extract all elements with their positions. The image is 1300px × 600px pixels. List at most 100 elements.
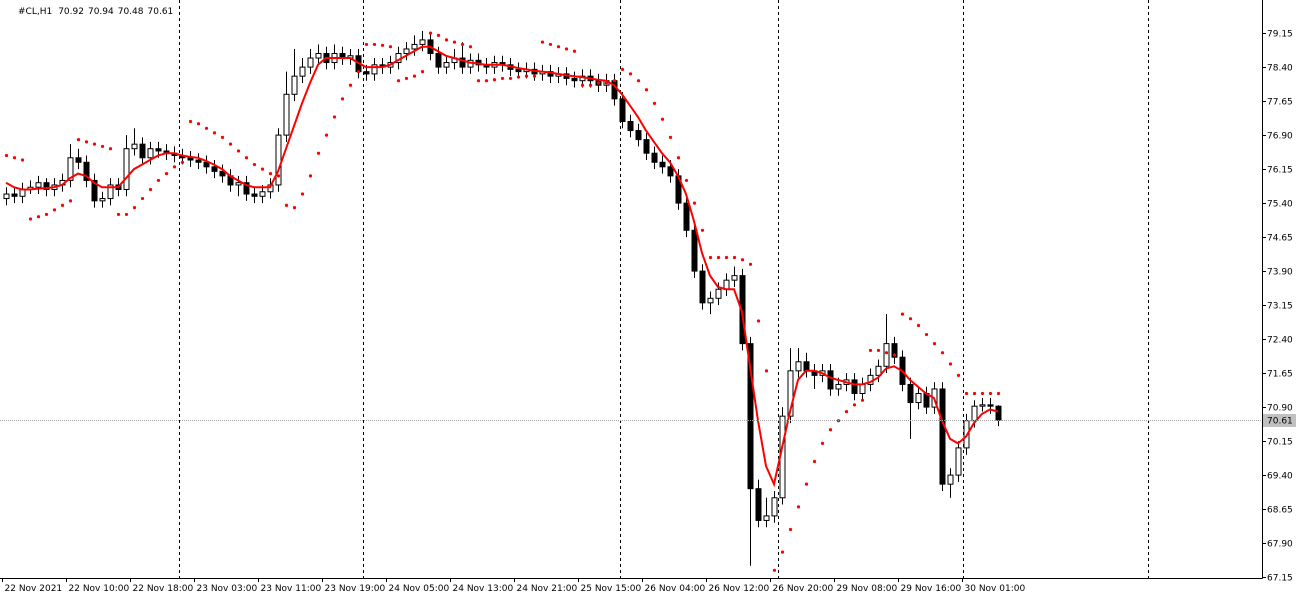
sar-dot xyxy=(124,212,129,217)
sar-dot xyxy=(980,391,985,396)
candle-body xyxy=(107,184,114,200)
candle-body xyxy=(803,361,810,372)
candles xyxy=(3,30,1002,566)
x-tick-label: 23 Nov 19:00 xyxy=(325,584,386,594)
sar-dot xyxy=(316,151,321,155)
sar-dot xyxy=(28,217,33,221)
candle-body xyxy=(435,52,442,68)
sar-dot xyxy=(996,391,1001,396)
y-tick-label: 70.15 xyxy=(1267,438,1293,448)
sar-dot xyxy=(292,206,297,210)
parabolic-sar xyxy=(4,31,1001,572)
sar-dot xyxy=(844,410,849,414)
candle-body xyxy=(715,288,722,299)
sar-dot xyxy=(244,156,249,160)
candle-body xyxy=(459,57,466,68)
sar-dot xyxy=(140,196,145,201)
candle-body xyxy=(699,270,706,304)
sar-dot xyxy=(780,550,785,554)
sar-dot xyxy=(268,172,273,176)
sar-dot xyxy=(4,153,9,158)
price-label: 70.61 xyxy=(1267,417,1293,427)
sar-dot xyxy=(620,67,625,71)
sar-dot xyxy=(44,212,49,217)
sar-dot xyxy=(324,133,329,137)
sar-dot xyxy=(988,391,993,396)
sar-dot xyxy=(564,47,569,51)
candle-body xyxy=(67,157,74,181)
y-tick-label: 77.65 xyxy=(1267,98,1293,108)
sar-dot xyxy=(236,149,241,153)
x-tick-label: 24 Nov 13:00 xyxy=(453,584,514,594)
sar-dot xyxy=(740,258,745,262)
x-tick-label: 22 Nov 18:00 xyxy=(133,584,194,594)
symbol: #CL,H1 xyxy=(18,7,52,17)
sar-dot xyxy=(492,78,497,82)
x-tick-label: 26 Nov 20:00 xyxy=(773,584,834,594)
sar-dot xyxy=(36,215,41,219)
candle-body xyxy=(739,275,746,345)
sar-dot xyxy=(68,199,73,203)
sar-dot xyxy=(404,76,409,81)
sar-dot xyxy=(156,178,161,183)
x-tick-label: 26 Nov 04:00 xyxy=(645,584,706,594)
sar-dot xyxy=(956,373,961,377)
candle-body xyxy=(131,143,138,150)
sar-dot xyxy=(188,119,193,124)
candle-body xyxy=(915,392,922,404)
sar-dot xyxy=(588,83,593,87)
y-tick-label: 67.15 xyxy=(1267,574,1293,584)
sar-dot xyxy=(668,135,673,139)
candle-body xyxy=(403,48,410,54)
sar-dot xyxy=(812,459,817,464)
candle-body xyxy=(35,182,42,188)
candle-body xyxy=(203,161,210,168)
y-tick-label: 75.40 xyxy=(1267,200,1293,210)
sar-dot xyxy=(116,212,121,217)
candle-body xyxy=(99,198,106,202)
sar-dot xyxy=(724,255,729,260)
sar-dot xyxy=(452,40,457,44)
candle-body xyxy=(515,68,522,73)
sar-dot xyxy=(60,203,65,207)
sar-dot xyxy=(132,206,137,210)
sar-dot xyxy=(876,348,881,353)
y-tick-label: 68.65 xyxy=(1267,506,1293,516)
candle-body xyxy=(411,43,418,50)
sar-dot xyxy=(964,391,969,396)
sar-dot xyxy=(92,142,97,146)
sar-dot xyxy=(652,101,657,105)
sar-dot xyxy=(340,97,345,101)
x-tick-label: 29 Nov 08:00 xyxy=(837,584,898,594)
sar-dot xyxy=(892,353,897,357)
sar-dot xyxy=(164,172,169,176)
candle-body xyxy=(211,166,218,172)
candle-body xyxy=(891,343,898,358)
sar-dot xyxy=(388,45,393,49)
candle-body xyxy=(691,229,698,272)
sar-dot xyxy=(196,122,201,126)
candle-body xyxy=(139,143,146,159)
candle-body xyxy=(939,388,946,485)
sar-dot xyxy=(556,45,561,49)
sar-dot xyxy=(908,317,913,321)
candle-body xyxy=(979,404,986,407)
sar-dot xyxy=(540,40,545,44)
sar-dot xyxy=(772,568,777,572)
sar-dot xyxy=(940,351,945,355)
sar-dot xyxy=(788,527,793,532)
sar-dot xyxy=(700,228,705,232)
y-tick-label: 73.15 xyxy=(1267,302,1293,312)
sar-dot xyxy=(660,117,665,121)
candle-body xyxy=(235,182,242,186)
sar-dot xyxy=(820,441,825,445)
candle-body xyxy=(971,405,978,422)
sar-dot xyxy=(900,312,905,316)
sar-dot xyxy=(252,162,257,167)
candle-body xyxy=(299,66,306,77)
candle-body xyxy=(947,474,954,485)
sar-dot xyxy=(604,81,609,85)
candle-body xyxy=(315,52,322,59)
x-tick-label: 22 Nov 2021 xyxy=(5,584,63,594)
